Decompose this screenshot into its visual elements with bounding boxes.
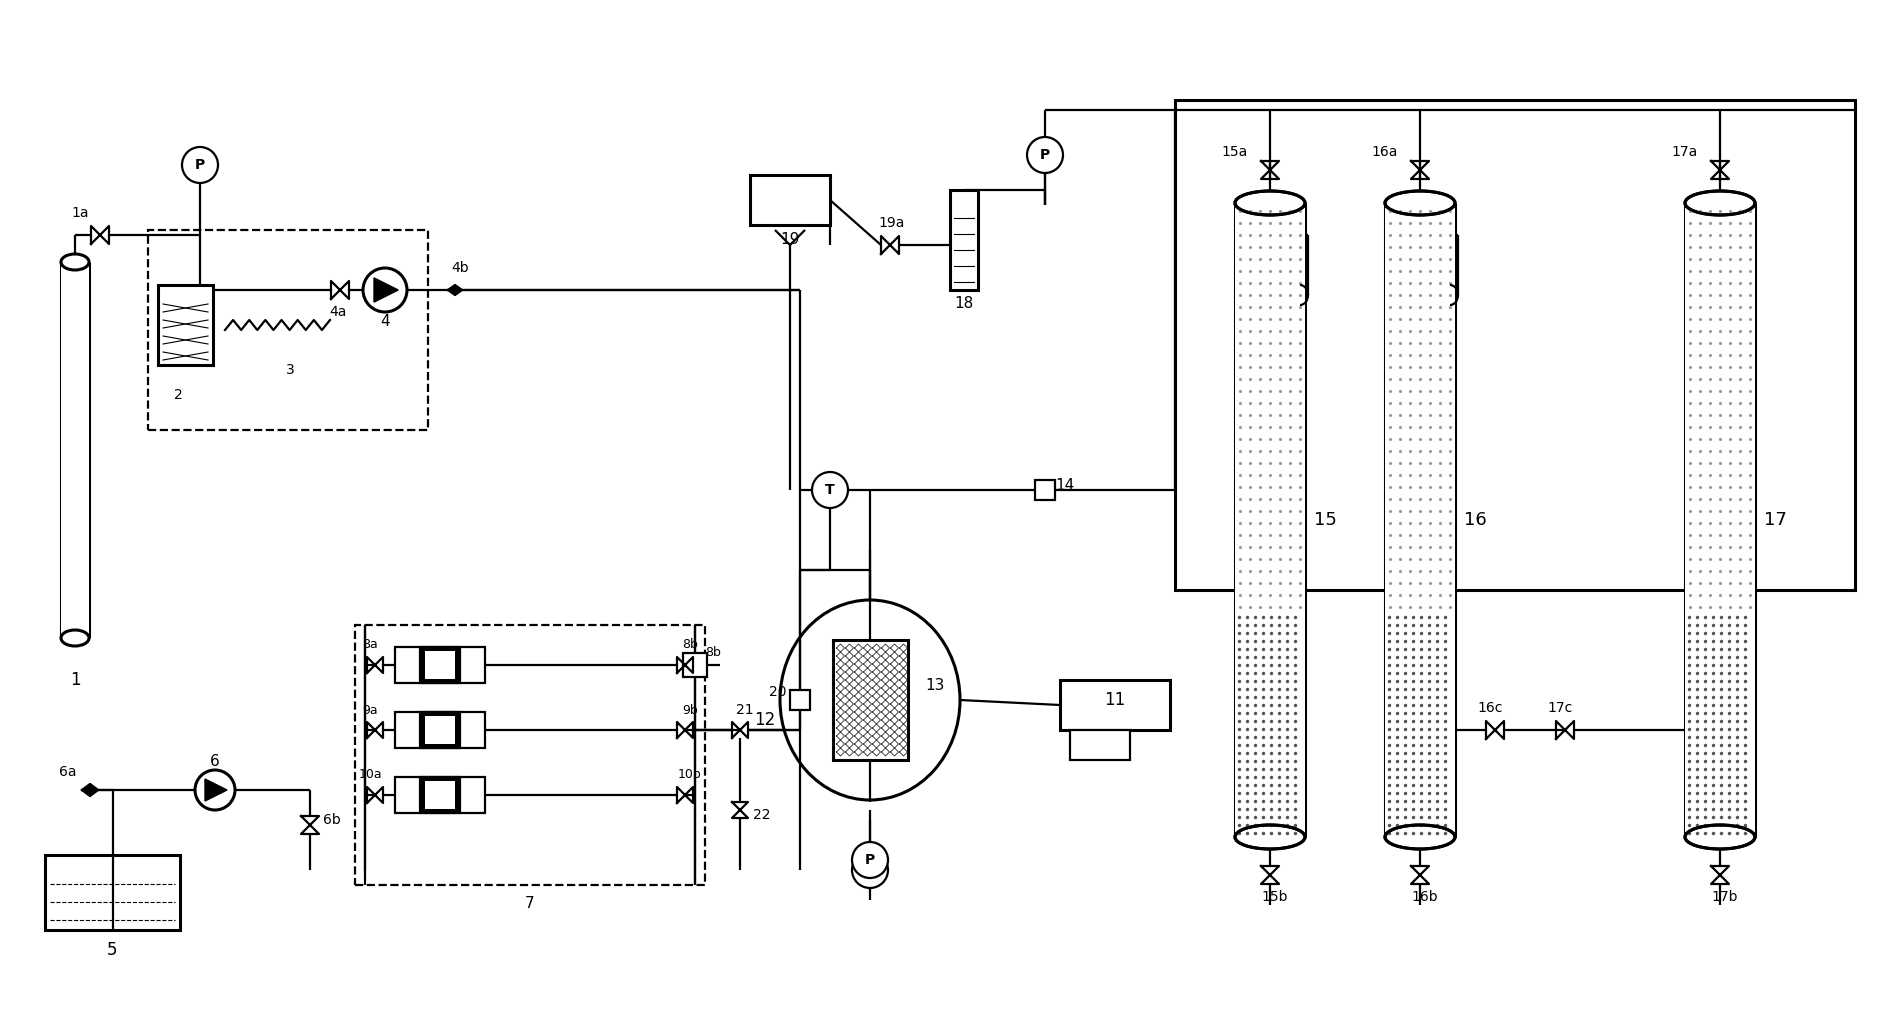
Polygon shape: [374, 278, 399, 302]
Bar: [1070, 730, 1130, 760]
Circle shape: [363, 268, 406, 312]
Text: 19a: 19a: [878, 216, 904, 230]
Ellipse shape: [1684, 191, 1754, 215]
Bar: [395, 777, 485, 813]
Text: 21: 21: [735, 703, 754, 717]
Text: 19: 19: [780, 231, 799, 247]
Text: 4a: 4a: [329, 305, 346, 319]
Bar: [1684, 203, 1754, 837]
Polygon shape: [205, 779, 227, 801]
Bar: [750, 175, 829, 225]
Text: 17b: 17b: [1711, 890, 1737, 904]
Bar: [1060, 680, 1169, 730]
Bar: [45, 855, 180, 930]
Ellipse shape: [1384, 191, 1455, 215]
Text: 5: 5: [107, 941, 118, 959]
Text: 6b: 6b: [323, 813, 340, 827]
Ellipse shape: [1384, 825, 1455, 849]
Bar: [158, 285, 212, 365]
Text: P: P: [1040, 148, 1049, 162]
Bar: [419, 777, 461, 813]
Text: P: P: [865, 853, 874, 868]
Ellipse shape: [1235, 191, 1305, 215]
Bar: [425, 651, 455, 679]
Bar: [790, 690, 810, 710]
Bar: [949, 190, 978, 290]
Text: 6a: 6a: [58, 765, 77, 779]
Text: 8a: 8a: [363, 638, 378, 652]
Text: 3: 3: [286, 363, 293, 377]
Bar: [419, 647, 461, 683]
Text: 8b: 8b: [705, 647, 720, 660]
Text: 1: 1: [70, 671, 81, 690]
Bar: [1175, 100, 1854, 590]
Bar: [355, 625, 705, 885]
Text: 10b: 10b: [679, 768, 701, 782]
Ellipse shape: [780, 601, 959, 800]
Text: 16c: 16c: [1476, 701, 1502, 715]
Text: 12: 12: [754, 711, 775, 729]
Ellipse shape: [60, 630, 88, 646]
Text: 9a: 9a: [363, 704, 378, 716]
Text: 6: 6: [211, 755, 220, 769]
Text: 20: 20: [769, 685, 786, 699]
Text: 16b: 16b: [1410, 890, 1438, 904]
Text: 15: 15: [1312, 512, 1335, 529]
Text: 11: 11: [1104, 691, 1124, 709]
Bar: [60, 262, 88, 638]
Circle shape: [196, 770, 235, 810]
Text: 9: 9: [436, 723, 444, 737]
Bar: [1034, 480, 1055, 500]
Text: 10: 10: [432, 789, 447, 801]
Bar: [419, 712, 461, 748]
Bar: [425, 781, 455, 809]
Polygon shape: [447, 285, 462, 295]
Circle shape: [852, 842, 887, 878]
Text: 4b: 4b: [451, 261, 468, 275]
Text: 1a: 1a: [71, 206, 88, 220]
Text: T: T: [825, 483, 835, 497]
Bar: [1384, 203, 1455, 837]
Text: 13: 13: [925, 677, 944, 693]
Text: 18: 18: [953, 297, 974, 311]
Bar: [425, 716, 455, 744]
Bar: [149, 230, 429, 430]
Text: 17a: 17a: [1671, 145, 1698, 159]
Text: 8: 8: [436, 659, 444, 671]
Ellipse shape: [1684, 825, 1754, 849]
Text: 15a: 15a: [1222, 145, 1248, 159]
Polygon shape: [83, 784, 98, 796]
Bar: [1235, 203, 1305, 837]
Text: 4: 4: [380, 314, 389, 329]
Text: 8b: 8b: [682, 638, 697, 652]
Text: 2: 2: [173, 388, 182, 402]
Text: T: T: [865, 863, 874, 877]
Bar: [682, 653, 707, 677]
Circle shape: [812, 472, 848, 508]
Text: 9b: 9b: [682, 704, 697, 716]
Bar: [395, 647, 485, 683]
Ellipse shape: [60, 254, 88, 270]
Text: 16: 16: [1463, 512, 1485, 529]
Text: 7: 7: [525, 895, 534, 910]
Circle shape: [1026, 137, 1062, 173]
Text: 16a: 16a: [1371, 145, 1397, 159]
Circle shape: [852, 852, 887, 888]
Circle shape: [182, 147, 218, 183]
Bar: [395, 712, 485, 748]
Text: P: P: [196, 158, 205, 172]
Text: 17c: 17c: [1547, 701, 1572, 715]
Ellipse shape: [1235, 825, 1305, 849]
Text: 10a: 10a: [357, 768, 382, 782]
Text: 22: 22: [752, 808, 771, 822]
Bar: [833, 640, 906, 760]
Text: 15b: 15b: [1261, 890, 1288, 904]
Text: 14: 14: [1055, 478, 1073, 492]
Text: 17: 17: [1763, 512, 1786, 529]
